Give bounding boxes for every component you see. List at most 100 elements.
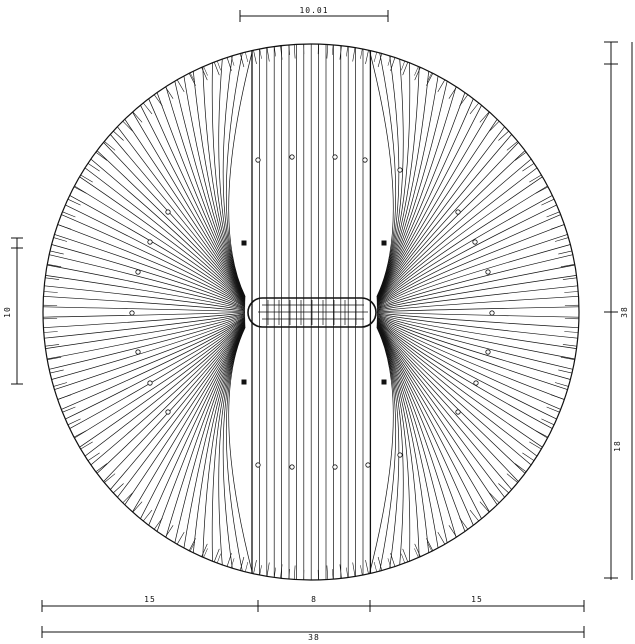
flow-line: [376, 275, 577, 311]
rim-tick: [479, 111, 490, 123]
dimension-bottom-total: 38: [41, 626, 585, 642]
rim-tick: [143, 102, 153, 115]
rim-tick: [514, 463, 527, 473]
rim-tick: [176, 79, 185, 93]
dimension-top: 10.01: [239, 6, 389, 22]
flow-line: [376, 326, 439, 549]
rim-tick: [67, 418, 81, 426]
rim-tick: [293, 565, 296, 580]
rim-tick: [216, 553, 221, 564]
rim-tick: [522, 163, 535, 172]
flow-line: [47, 264, 246, 310]
flow-line: [376, 86, 457, 299]
flow-line: [117, 126, 246, 302]
rim-tick: [253, 560, 257, 574]
flow-line: [376, 264, 575, 310]
flow-line: [69, 195, 246, 306]
node-square: [381, 379, 387, 385]
rim-tick: [365, 560, 369, 574]
rim-tick: [213, 548, 220, 563]
rim-tick: [45, 277, 60, 280]
rim-tick: [479, 501, 490, 513]
flow-line: [376, 295, 579, 312]
flow-line: [376, 325, 466, 532]
rim-tick: [259, 565, 262, 576]
flow-line: [376, 326, 420, 558]
rim-tick: [390, 553, 396, 567]
rim-tick: [554, 382, 569, 387]
flow-line: [376, 244, 571, 309]
rim-tick: [554, 237, 569, 242]
flow-line: [376, 66, 420, 298]
flow-line: [376, 185, 548, 305]
flow-line: [43, 311, 246, 318]
rim-tick: [506, 473, 518, 483]
node-circle: [362, 157, 368, 163]
flow-line: [228, 327, 253, 574]
rim-tick: [564, 291, 579, 293]
rim-tick: [437, 531, 446, 545]
node-circle: [147, 239, 153, 245]
flow-line: [90, 158, 246, 304]
rim-tick: [104, 141, 116, 151]
rim-tick: [459, 517, 469, 530]
flow-line: [79, 319, 246, 448]
node-circle: [485, 349, 491, 355]
flow-line: [369, 50, 394, 297]
flow-line: [376, 71, 430, 298]
dimension-bottom-segments: 15 8 15: [41, 595, 585, 612]
flow-line: [376, 325, 448, 543]
flow-line: [43, 295, 246, 312]
rim-tick: [122, 120, 133, 132]
flow-line: [96, 150, 246, 303]
flow-line: [47, 314, 246, 360]
rim-tick: [62, 406, 76, 413]
flow-line: [44, 285, 246, 311]
rim-tick: [245, 52, 249, 62]
node-circle: [397, 452, 403, 458]
flow-line: [51, 315, 246, 380]
flow-line: [376, 134, 512, 302]
node-circle: [473, 380, 479, 386]
flow-line: [376, 176, 543, 305]
flow-line: [376, 323, 498, 505]
flow-line: [54, 234, 246, 308]
flow-line: [376, 323, 490, 513]
flow-line: [376, 254, 573, 309]
rim-tick: [546, 211, 560, 218]
flow-line: [376, 92, 466, 299]
flow-line: [51, 244, 246, 309]
rim-tick: [80, 174, 93, 183]
dimension-right: 38 18: [604, 41, 633, 580]
flow-line: [174, 325, 246, 543]
dimension-right-total-label: 38: [620, 306, 629, 318]
flow-line: [376, 311, 579, 318]
rim-tick: [326, 44, 329, 59]
flow-line: [49, 254, 246, 309]
rim-tick: [104, 473, 116, 483]
flow-line: [376, 321, 526, 474]
rim-tick: [80, 441, 93, 450]
flow-line: [376, 119, 498, 301]
flow-line: [74, 185, 246, 305]
rim-tick: [239, 556, 245, 571]
rim-tick: [414, 67, 421, 81]
rim-tick: [201, 67, 208, 81]
rim-tick: [47, 356, 62, 360]
rim-tick: [165, 525, 174, 538]
node-markers: [129, 154, 495, 470]
flow-line: [376, 315, 571, 380]
rim-tick: [153, 517, 163, 530]
rim-tick: [498, 130, 509, 141]
flow-line: [103, 321, 246, 482]
rim-tick: [390, 57, 396, 71]
rim-tick: [551, 394, 565, 400]
rim-tick: [87, 163, 100, 172]
node-circle: [129, 310, 135, 316]
node-circle: [397, 167, 403, 173]
flow-line: [376, 321, 519, 482]
flow-line: [174, 81, 246, 299]
flow-line: [376, 142, 519, 303]
rim-tick: [558, 250, 572, 255]
rim-tick: [153, 94, 163, 107]
